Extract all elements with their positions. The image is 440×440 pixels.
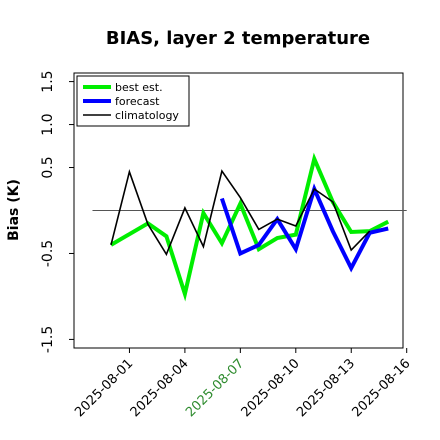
x-tick-label: 2025-08-04 xyxy=(128,356,192,420)
series-line-climatology xyxy=(110,169,371,257)
x-tick-label: 2025-08-16 xyxy=(349,356,413,420)
y-tick-label: 1.5 xyxy=(40,70,56,92)
y-tick-label: 1.0 xyxy=(40,113,56,135)
legend-label: best est. xyxy=(115,81,163,94)
series-line-forecast xyxy=(220,183,389,273)
plot-area: 1.51.00.5-0.5-1.52025-08-012025-08-04202… xyxy=(40,70,414,420)
x-tick-label: 2025-08-07 xyxy=(183,356,247,420)
chart-title: BIAS, layer 2 temperature xyxy=(106,28,370,49)
y-tick-label: -1.5 xyxy=(40,326,56,353)
x-tick-label: 2025-08-01 xyxy=(72,356,136,420)
legend-label: climatology xyxy=(115,109,179,122)
series-line-best-est xyxy=(109,152,390,302)
x-tick-label: 2025-08-10 xyxy=(239,356,303,420)
legend-label: forecast xyxy=(115,95,160,108)
y-tick-label: -0.5 xyxy=(40,240,56,267)
x-tick-label: 2025-08-13 xyxy=(294,356,358,420)
y-tick-label: 0.5 xyxy=(40,156,56,178)
y-axis-label: Bias (K) xyxy=(6,179,22,241)
